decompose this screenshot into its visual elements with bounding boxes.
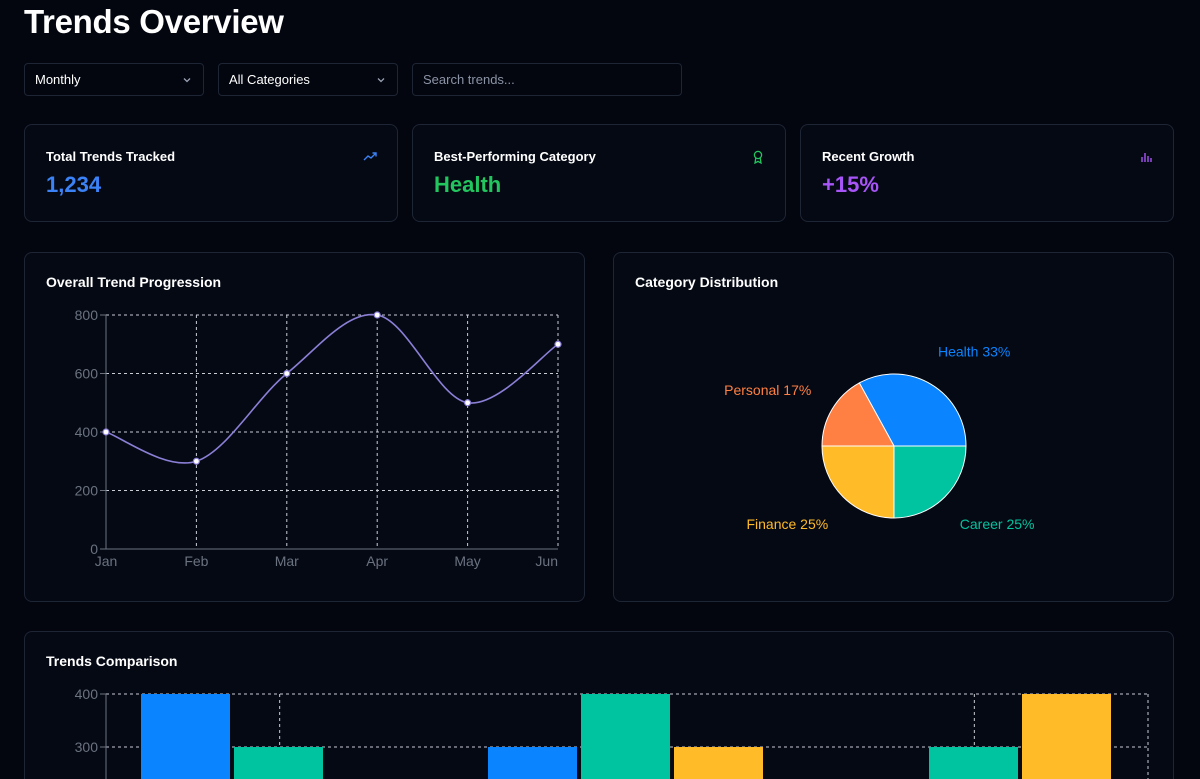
x-tick-label: Mar	[275, 553, 299, 569]
y-tick-label: 0	[90, 541, 98, 557]
data-point	[464, 399, 472, 407]
stat-card-recent-growth: Recent Growth +15%	[800, 124, 1174, 222]
y-tick-label: 400	[75, 686, 99, 702]
stat-value: Health	[434, 172, 502, 197]
pie-slice-personal	[821, 382, 895, 447]
stat-value: 1,234	[46, 172, 102, 197]
pie-slice-health	[858, 373, 967, 447]
stat-card-best-category: Best-Performing Category Health	[412, 124, 786, 222]
chart-title: Overall Trend Progression	[46, 274, 222, 290]
pie-label: Personal 17%	[724, 382, 811, 398]
period-select-value: Monthly	[35, 72, 81, 87]
bar-career	[581, 694, 670, 779]
page-title: Trends Overview	[24, 3, 284, 40]
x-tick-label: Feb	[184, 553, 208, 569]
data-point	[283, 369, 291, 378]
y-tick-label: 200	[75, 483, 99, 499]
search-placeholder: Search trends...	[423, 72, 515, 87]
y-tick-label: 800	[75, 307, 99, 323]
bar-career	[929, 747, 1018, 779]
stat-value: +15%	[822, 172, 879, 197]
series-line	[105, 313, 559, 464]
stat-label: Total Trends Tracked	[46, 149, 176, 164]
x-tick-label: Jan	[95, 553, 118, 569]
y-tick-label: 600	[75, 366, 99, 382]
bar-health	[488, 747, 577, 779]
pie-slice-career	[893, 445, 967, 519]
award-icon	[753, 150, 763, 164]
data-point	[102, 428, 110, 436]
bar-health	[141, 694, 230, 779]
pie-chart: Health 33% Personal 17% Finance 25% Career …	[724, 343, 1035, 532]
search-input[interactable]: Search trends...	[412, 63, 682, 96]
y-tick-label: 400	[75, 424, 99, 440]
bar-finance	[1022, 694, 1111, 779]
period-select[interactable]: Monthly	[24, 63, 204, 96]
bar-finance	[674, 747, 763, 779]
data-point	[554, 340, 562, 348]
line-chart-card: Overall Trend Progression 0 200 400 600 800 J…	[24, 252, 585, 602]
category-select[interactable]: All Categories	[218, 63, 398, 96]
pie-label: Finance 25%	[746, 516, 828, 532]
pie-slice-finance	[821, 445, 895, 519]
bar-chart-icon	[1141, 153, 1152, 162]
x-tick-label: Apr	[366, 553, 388, 569]
trending-up-icon	[363, 152, 377, 161]
data-point	[373, 311, 381, 319]
pie-chart-card: Category Distribution Health 33% Personal…	[613, 252, 1174, 602]
pie-label: Career 25%	[960, 516, 1035, 532]
bar-career	[234, 747, 323, 779]
stat-label: Best-Performing Category	[434, 149, 596, 164]
category-select-value: All Categories	[229, 72, 310, 87]
bar-chart-card: Trends Comparison 300 400	[24, 631, 1174, 779]
chart-title: Trends Comparison	[46, 653, 178, 669]
x-tick-label: May	[454, 553, 480, 569]
chevron-down-icon	[377, 77, 385, 82]
stat-card-total-trends: Total Trends Tracked 1,234	[24, 124, 398, 222]
y-tick-label: 300	[75, 739, 99, 755]
bar-chart: 300 400	[75, 686, 1149, 779]
stat-label: Recent Growth	[822, 149, 915, 164]
chart-title: Category Distribution	[635, 274, 779, 290]
line-chart: 0 200 400 600 800 Jan Feb Mar Apr May Jun	[75, 307, 562, 569]
pie-label: Health 33%	[938, 343, 1010, 359]
data-point	[192, 457, 200, 465]
chevron-down-icon	[183, 77, 191, 82]
x-tick-label: Jun	[535, 553, 558, 569]
